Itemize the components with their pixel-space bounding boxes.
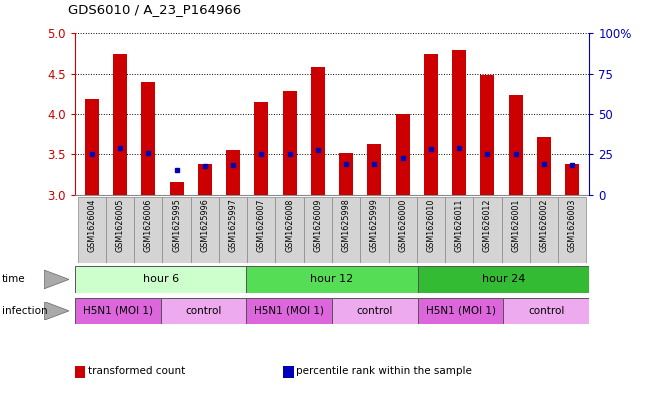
Bar: [226, 150, 240, 195]
Bar: [113, 53, 127, 195]
Bar: [75, 298, 161, 324]
Bar: [480, 75, 495, 195]
Bar: [163, 196, 191, 263]
Bar: [283, 92, 297, 195]
Text: GSM1626010: GSM1626010: [426, 198, 436, 252]
Polygon shape: [44, 270, 69, 289]
Bar: [246, 298, 332, 324]
Bar: [558, 196, 587, 263]
Bar: [339, 152, 353, 195]
Bar: [332, 196, 360, 263]
Bar: [85, 99, 99, 195]
Text: GSM1625997: GSM1625997: [229, 198, 238, 252]
Text: infection: infection: [2, 306, 48, 316]
Polygon shape: [44, 301, 69, 320]
Text: GSM1626000: GSM1626000: [398, 198, 407, 252]
Bar: [141, 82, 156, 195]
Bar: [537, 136, 551, 195]
Text: GSM1626009: GSM1626009: [313, 198, 322, 252]
Bar: [332, 298, 418, 324]
Text: GSM1626012: GSM1626012: [483, 198, 492, 252]
Bar: [247, 196, 275, 263]
Bar: [389, 196, 417, 263]
Text: hour 12: hour 12: [311, 274, 353, 285]
Text: GSM1626001: GSM1626001: [511, 198, 520, 252]
Text: GSM1625996: GSM1625996: [201, 198, 210, 252]
Bar: [417, 196, 445, 263]
Bar: [304, 196, 332, 263]
Bar: [445, 196, 473, 263]
Bar: [219, 196, 247, 263]
Text: GDS6010 / A_23_P164966: GDS6010 / A_23_P164966: [68, 3, 242, 16]
Bar: [106, 196, 134, 263]
Text: GSM1626002: GSM1626002: [540, 198, 548, 252]
Bar: [473, 196, 501, 263]
Bar: [311, 67, 325, 195]
Bar: [503, 298, 589, 324]
Text: GSM1626011: GSM1626011: [454, 198, 464, 252]
Bar: [255, 102, 268, 195]
Text: GSM1625999: GSM1625999: [370, 198, 379, 252]
Bar: [565, 164, 579, 195]
Bar: [508, 95, 523, 195]
Text: control: control: [528, 306, 564, 316]
Text: control: control: [357, 306, 393, 316]
Bar: [134, 196, 163, 263]
Bar: [191, 196, 219, 263]
Bar: [530, 196, 558, 263]
Text: H5N1 (MOI 1): H5N1 (MOI 1): [254, 306, 324, 316]
Text: GSM1626006: GSM1626006: [144, 198, 153, 252]
Text: hour 6: hour 6: [143, 274, 178, 285]
Text: GSM1625995: GSM1625995: [172, 198, 181, 252]
Text: percentile rank within the sample: percentile rank within the sample: [296, 366, 472, 376]
Text: GSM1626003: GSM1626003: [568, 198, 577, 252]
Bar: [169, 182, 184, 195]
Bar: [424, 53, 438, 195]
Bar: [246, 266, 418, 293]
Text: control: control: [186, 306, 221, 316]
Text: GSM1626005: GSM1626005: [116, 198, 124, 252]
Bar: [396, 114, 409, 195]
Text: GSM1626008: GSM1626008: [285, 198, 294, 252]
Bar: [452, 50, 466, 195]
Text: transformed count: transformed count: [88, 366, 185, 376]
Bar: [501, 196, 530, 263]
Bar: [418, 266, 589, 293]
Text: GSM1626004: GSM1626004: [87, 198, 96, 252]
Bar: [75, 266, 246, 293]
Bar: [198, 164, 212, 195]
Text: hour 24: hour 24: [482, 274, 525, 285]
Bar: [360, 196, 389, 263]
Bar: [367, 144, 381, 195]
Text: GSM1626007: GSM1626007: [257, 198, 266, 252]
Bar: [161, 298, 246, 324]
Bar: [418, 298, 503, 324]
Bar: [77, 196, 106, 263]
Text: GSM1625998: GSM1625998: [342, 198, 351, 252]
Text: H5N1 (MOI 1): H5N1 (MOI 1): [426, 306, 495, 316]
Text: H5N1 (MOI 1): H5N1 (MOI 1): [83, 306, 153, 316]
Text: time: time: [2, 274, 25, 285]
Bar: [275, 196, 304, 263]
